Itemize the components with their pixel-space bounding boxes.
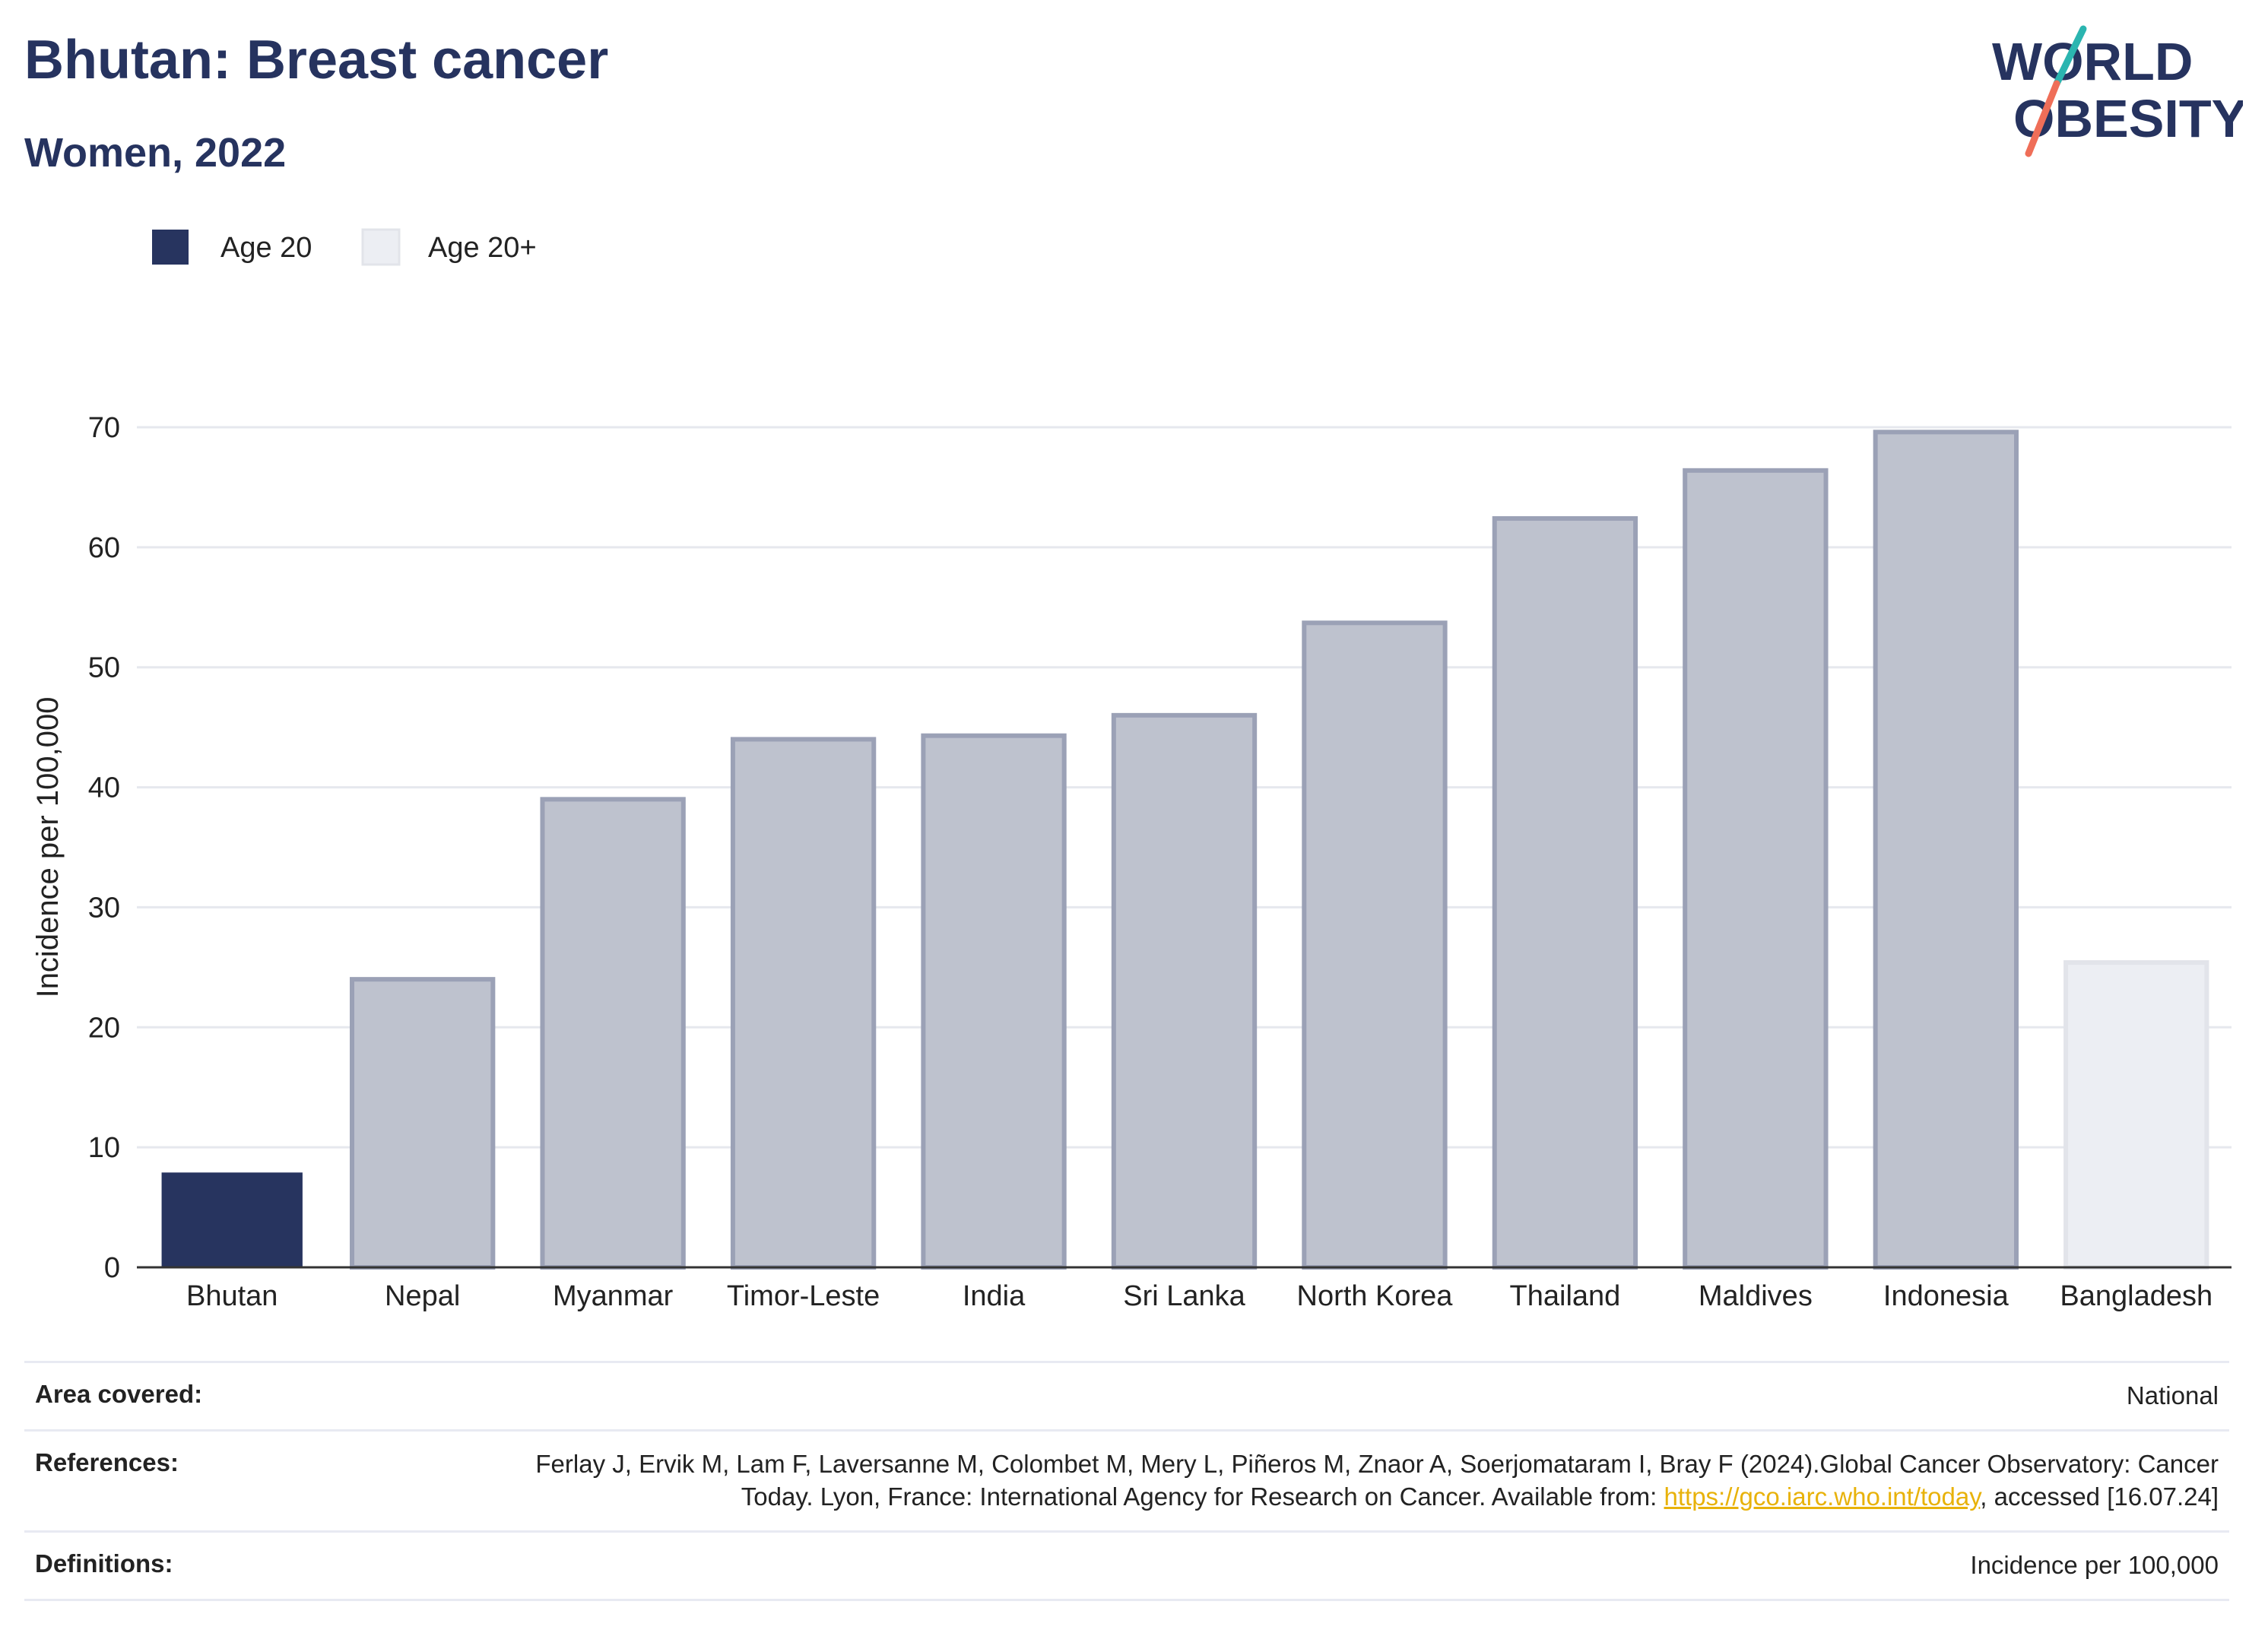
y-tick-label: 0 bbox=[104, 1252, 120, 1284]
area-covered-row: Area covered: National bbox=[24, 1361, 2229, 1429]
bar-indonesia bbox=[1873, 430, 2019, 1270]
x-tick-label: India bbox=[963, 1280, 1026, 1312]
bar-india bbox=[921, 733, 1067, 1270]
area-covered-label: Area covered: bbox=[35, 1380, 203, 1408]
y-axis-label: Incidence per 100,000 bbox=[31, 697, 65, 998]
bar-sri-lanka bbox=[1111, 712, 1258, 1270]
definitions-value: Incidence per 100,000 bbox=[1970, 1550, 2219, 1579]
references-row: References: Ferlay J, Ervik M, Lam F, La… bbox=[24, 1428, 2229, 1530]
x-tick-label: Myanmar bbox=[553, 1280, 674, 1312]
y-tick-label: 50 bbox=[88, 652, 120, 684]
legend-label-age20plus: Age 20+ bbox=[428, 232, 537, 264]
area-covered-value: National bbox=[2126, 1381, 2219, 1409]
bar-north-korea bbox=[1302, 620, 1448, 1270]
y-tick-label: 70 bbox=[88, 412, 120, 444]
legend-label-age20: Age 20 bbox=[220, 232, 312, 264]
x-tick-label: Bangladesh bbox=[2060, 1280, 2213, 1312]
y-tick-label: 30 bbox=[88, 892, 120, 924]
x-axis-ticks: Bhutan Nepal Myanmar Timor-Leste India Sri La… bbox=[186, 1280, 2213, 1312]
x-tick-label: Timor-Leste bbox=[727, 1280, 880, 1312]
y-tick-label: 20 bbox=[88, 1012, 120, 1044]
x-tick-label: Thailand bbox=[1510, 1280, 1621, 1312]
logo-coral-slash bbox=[2025, 80, 2060, 157]
bar-thailand bbox=[1492, 515, 1638, 1270]
references-suffix: , accessed [16.07.24] bbox=[1980, 1482, 2219, 1511]
bar-timor-leste bbox=[730, 737, 877, 1270]
references-text: Ferlay J, Ervik M, Lam F, Laversanne M, … bbox=[535, 1449, 2219, 1511]
definitions-label: Definitions: bbox=[35, 1549, 173, 1577]
references-label: References: bbox=[35, 1447, 179, 1476]
legend-swatch-age20plus bbox=[361, 228, 401, 266]
y-tick-label: 10 bbox=[88, 1132, 120, 1164]
x-tick-label: Indonesia bbox=[1883, 1280, 2010, 1312]
x-tick-label: Nepal bbox=[385, 1280, 460, 1312]
references-value: Ferlay J, Ervik M, Lam F, Laversanne M, … bbox=[470, 1448, 2219, 1514]
page-title: Bhutan: Breast cancer bbox=[24, 30, 609, 90]
bar-bhutan bbox=[161, 1172, 303, 1267]
world-obesity-logo: WORLD OBESITY bbox=[1992, 25, 2243, 157]
y-axis-ticks: 0 10 20 30 40 50 60 70 bbox=[88, 412, 120, 1284]
logo-teal-slash bbox=[2053, 25, 2087, 87]
x-tick-label: Sri Lanka bbox=[1123, 1280, 1245, 1312]
bar-bangladesh bbox=[2063, 960, 2209, 1270]
x-tick-label: Maldives bbox=[1699, 1280, 1813, 1312]
x-tick-label: North Korea bbox=[1297, 1280, 1454, 1312]
x-tick-label: Bhutan bbox=[186, 1280, 278, 1312]
definitions-row: Definitions: Incidence per 100,000 bbox=[24, 1530, 2229, 1601]
legend: Age 20 Age 20+ bbox=[152, 228, 537, 266]
references-link[interactable]: https://gco.iarc.who.int/today bbox=[1664, 1482, 1981, 1511]
bar-maldives bbox=[1683, 468, 1829, 1270]
info-table: Area covered: National References: Ferla… bbox=[24, 1361, 2229, 1601]
bar-myanmar bbox=[540, 797, 686, 1270]
bar-nepal bbox=[350, 977, 496, 1270]
y-tick-label: 60 bbox=[88, 532, 120, 564]
legend-swatch-age20 bbox=[152, 230, 189, 265]
logo-line1: WORLD bbox=[1992, 32, 2193, 91]
bars bbox=[161, 430, 2209, 1270]
bar-chart: Age 20 Age 20+ 0 10 20 30 40 50 60 70 Bhutan Nep… bbox=[31, 228, 2232, 1312]
y-tick-label: 40 bbox=[88, 772, 120, 804]
page-subtitle: Women, 2022 bbox=[24, 130, 287, 176]
